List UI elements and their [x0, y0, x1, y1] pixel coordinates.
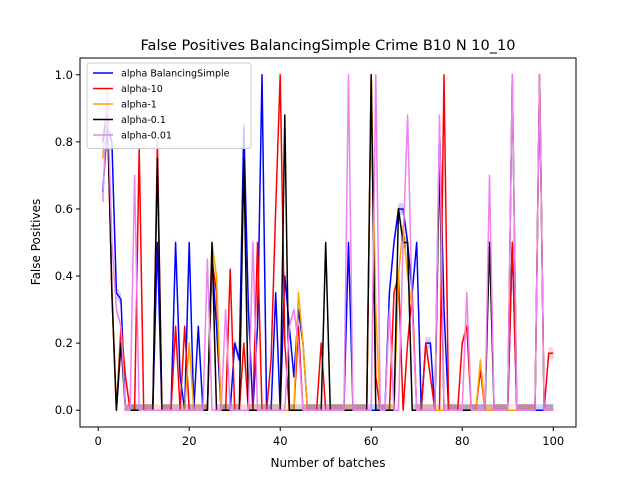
x-tick-label: 40 [273, 434, 288, 448]
legend: alpha BalancingSimple alpha-10 alpha-1 alph… [86, 62, 252, 149]
legend-box [86, 62, 252, 149]
y-tick-label: 0.2 [55, 336, 73, 350]
series-line-5 [102, 74, 554, 411]
y-tick-label: 0.4 [55, 269, 73, 283]
y-axis: 0.0 0.2 0.4 0.6 0.8 1.0 [55, 68, 80, 417]
y-tick-label: 0.6 [55, 202, 73, 216]
y-tick-label: 0.0 [55, 403, 73, 417]
x-tick-label: 100 [542, 434, 564, 448]
x-tick-label: 80 [455, 434, 470, 448]
x-tick-label: 60 [364, 434, 379, 448]
legend-label: alpha-0.01 [121, 131, 172, 142]
x-tick-label: 20 [182, 434, 197, 448]
y-tick-label: 1.0 [55, 68, 73, 82]
plot-frame [79, 57, 577, 428]
x-axis-label: Number of batches [271, 456, 386, 470]
legend-label: alpha-10 [121, 84, 163, 95]
legend-label: alpha BalancingSimple [121, 69, 230, 80]
y-axis-label: False Positives [29, 199, 43, 285]
legend-label: alpha-0.1 [121, 115, 166, 126]
legend-label: alpha-1 [121, 100, 157, 111]
x-axis: 0 20 40 60 80 100 [95, 427, 564, 448]
chart-title: False Positives BalancingSimple Crime B1… [141, 38, 516, 54]
x-tick-label: 0 [95, 434, 102, 448]
y-tick-label: 0.8 [55, 135, 73, 149]
series-layer [102, 68, 554, 411]
